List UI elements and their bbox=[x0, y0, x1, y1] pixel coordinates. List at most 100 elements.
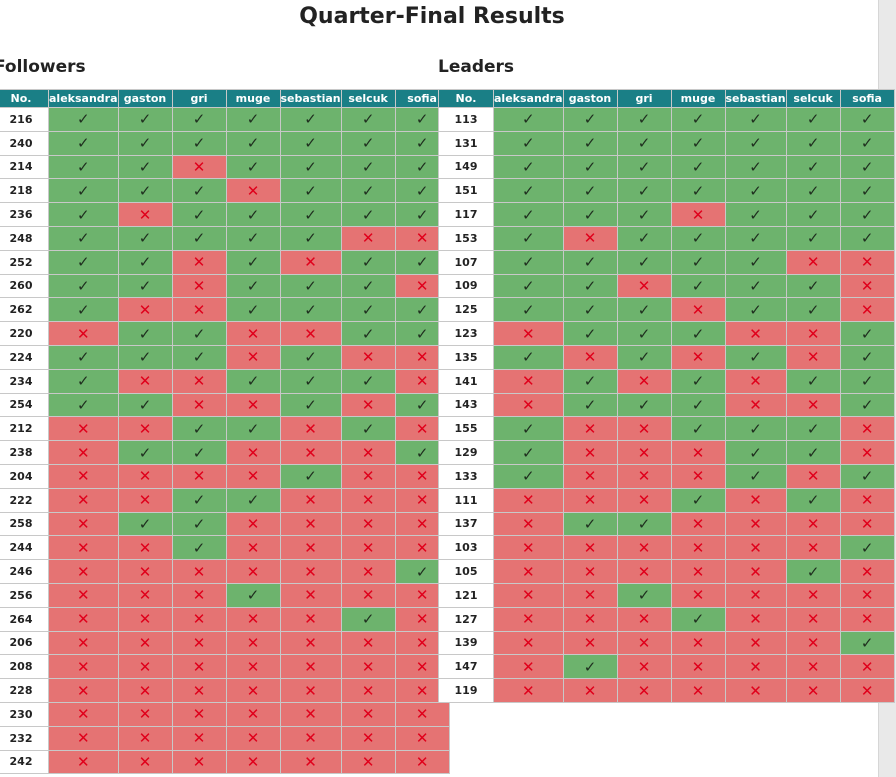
cross-icon: ✕ bbox=[171, 273, 227, 299]
followers-title: Followers bbox=[0, 57, 86, 77]
cross-icon: ✕ bbox=[493, 559, 564, 584]
cross-icon: ✕ bbox=[340, 678, 396, 703]
check-icon: ✓ bbox=[117, 107, 173, 132]
competitor-number: 254 bbox=[0, 392, 49, 418]
check-icon: ✓ bbox=[117, 249, 173, 275]
cross-icon: ✕ bbox=[493, 606, 564, 632]
check-icon: ✓ bbox=[225, 107, 281, 132]
cross-icon: ✕ bbox=[839, 606, 895, 632]
column-header-no: No. bbox=[0, 89, 49, 108]
competitor-number: 119 bbox=[438, 678, 494, 703]
cross-icon: ✕ bbox=[117, 535, 173, 561]
table-row: 103 ✕ ✕ ✕ ✕ ✕ ✕ ✓ bbox=[438, 535, 895, 561]
cross-icon: ✕ bbox=[340, 559, 396, 584]
check-icon: ✓ bbox=[562, 249, 618, 275]
cross-icon: ✕ bbox=[171, 463, 227, 489]
cross-icon: ✕ bbox=[839, 511, 895, 537]
check-icon: ✓ bbox=[839, 202, 895, 227]
cross-icon: ✕ bbox=[171, 559, 227, 584]
check-icon: ✓ bbox=[839, 344, 895, 370]
cross-icon: ✕ bbox=[225, 559, 281, 584]
cross-icon: ✕ bbox=[171, 654, 227, 680]
check-icon: ✓ bbox=[171, 535, 227, 561]
competitor-number: 248 bbox=[0, 225, 49, 251]
check-icon: ✓ bbox=[340, 321, 396, 346]
cross-icon: ✕ bbox=[225, 749, 281, 775]
competitor-number: 236 bbox=[0, 202, 49, 227]
competitor-number: 220 bbox=[0, 321, 49, 346]
competitor-number: 123 bbox=[438, 321, 494, 346]
check-icon: ✓ bbox=[562, 297, 618, 323]
cross-icon: ✕ bbox=[279, 654, 342, 680]
cross-icon: ✕ bbox=[785, 678, 841, 703]
competitor-number: 153 bbox=[438, 225, 494, 251]
cross-icon: ✕ bbox=[562, 416, 618, 442]
competitor-number: 206 bbox=[0, 630, 49, 656]
competitor-number: 240 bbox=[0, 130, 49, 156]
check-icon: ✓ bbox=[171, 511, 227, 537]
competitor-number: 131 bbox=[438, 130, 494, 156]
table-row: 246 ✕ ✕ ✕ ✕ ✕ ✕ ✓ bbox=[0, 559, 450, 584]
cross-icon: ✕ bbox=[225, 511, 281, 537]
competitor-number: 212 bbox=[0, 416, 49, 442]
cross-icon: ✕ bbox=[562, 440, 618, 465]
competitor-number: 246 bbox=[0, 559, 49, 584]
cross-icon: ✕ bbox=[724, 654, 787, 680]
cross-icon: ✕ bbox=[839, 297, 895, 323]
check-icon: ✓ bbox=[616, 154, 672, 180]
cross-icon: ✕ bbox=[279, 511, 342, 537]
cross-icon: ✕ bbox=[785, 630, 841, 656]
competitor-number: 256 bbox=[0, 582, 49, 608]
check-icon: ✓ bbox=[562, 654, 618, 680]
check-icon: ✓ bbox=[279, 344, 342, 370]
table-row: 155 ✓ ✕ ✕ ✓ ✓ ✓ ✕ bbox=[438, 416, 895, 442]
cross-icon: ✕ bbox=[48, 440, 119, 465]
check-icon: ✓ bbox=[225, 487, 281, 513]
cross-icon: ✕ bbox=[493, 535, 564, 561]
check-icon: ✓ bbox=[785, 202, 841, 227]
cross-icon: ✕ bbox=[279, 559, 342, 584]
check-icon: ✓ bbox=[340, 249, 396, 275]
cross-icon: ✕ bbox=[562, 582, 618, 608]
cross-icon: ✕ bbox=[340, 701, 396, 727]
competitor-number: 238 bbox=[0, 440, 49, 465]
check-icon: ✓ bbox=[839, 321, 895, 346]
check-icon: ✓ bbox=[493, 178, 564, 204]
check-icon: ✓ bbox=[171, 321, 227, 346]
cross-icon: ✕ bbox=[225, 344, 281, 370]
cross-icon: ✕ bbox=[117, 202, 173, 227]
check-icon: ✓ bbox=[562, 368, 618, 394]
check-icon: ✓ bbox=[493, 249, 564, 275]
cross-icon: ✕ bbox=[839, 487, 895, 513]
cross-icon: ✕ bbox=[839, 678, 895, 703]
cross-icon: ✕ bbox=[616, 559, 672, 584]
check-icon: ✓ bbox=[785, 416, 841, 442]
cross-icon: ✕ bbox=[117, 416, 173, 442]
check-icon: ✓ bbox=[670, 321, 726, 346]
cross-icon: ✕ bbox=[117, 368, 173, 394]
cross-icon: ✕ bbox=[785, 321, 841, 346]
cross-icon: ✕ bbox=[48, 749, 119, 775]
check-icon: ✓ bbox=[493, 416, 564, 442]
cross-icon: ✕ bbox=[616, 440, 672, 465]
cross-icon: ✕ bbox=[171, 630, 227, 656]
check-icon: ✓ bbox=[225, 416, 281, 442]
competitor-number: 113 bbox=[438, 107, 494, 132]
check-icon: ✓ bbox=[724, 154, 787, 180]
check-icon: ✓ bbox=[785, 440, 841, 465]
check-icon: ✓ bbox=[839, 154, 895, 180]
cross-icon: ✕ bbox=[117, 701, 173, 727]
cross-icon: ✕ bbox=[616, 273, 672, 299]
cross-icon: ✕ bbox=[117, 654, 173, 680]
check-icon: ✓ bbox=[171, 225, 227, 251]
column-header-judge: sebastian bbox=[279, 89, 342, 108]
table-row: 111 ✕ ✕ ✕ ✓ ✕ ✓ ✕ bbox=[438, 487, 895, 513]
check-icon: ✓ bbox=[225, 273, 281, 299]
check-icon: ✓ bbox=[616, 130, 672, 156]
check-icon: ✓ bbox=[171, 416, 227, 442]
cross-icon: ✕ bbox=[562, 344, 618, 370]
check-icon: ✓ bbox=[616, 178, 672, 204]
check-icon: ✓ bbox=[48, 178, 119, 204]
check-icon: ✓ bbox=[724, 107, 787, 132]
check-icon: ✓ bbox=[839, 368, 895, 394]
